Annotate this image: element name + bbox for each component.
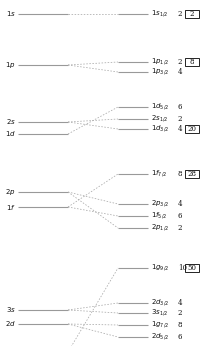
Text: 8: 8 <box>190 58 194 66</box>
Text: $2p_{\mathrm{3/2}}$: $2p_{\mathrm{3/2}}$ <box>151 199 169 209</box>
Text: 20: 20 <box>187 125 196 133</box>
Text: 2: 2 <box>190 10 194 18</box>
Text: 6: 6 <box>178 103 183 111</box>
Bar <box>185 264 199 272</box>
Text: $1p_{\mathrm{1/2}}$: $1p_{\mathrm{1/2}}$ <box>151 57 169 67</box>
Text: $1g_{\mathrm{7/2}}$: $1g_{\mathrm{7/2}}$ <box>151 320 169 330</box>
Text: $1f_{\mathrm{7/2}}$: $1f_{\mathrm{7/2}}$ <box>151 169 167 179</box>
Text: 8: 8 <box>178 321 183 329</box>
Bar <box>185 125 199 133</box>
Text: 2: 2 <box>178 10 183 18</box>
Text: $1g_{\mathrm{9/2}}$: $1g_{\mathrm{9/2}}$ <box>151 263 169 273</box>
Text: $3s$: $3s$ <box>6 306 16 315</box>
Text: $1d_{\mathrm{5/2}}$: $1d_{\mathrm{5/2}}$ <box>151 102 169 112</box>
Text: $2s$: $2s$ <box>6 118 16 127</box>
Text: 4: 4 <box>178 299 183 307</box>
Text: $1d_{\mathrm{3/2}}$: $1d_{\mathrm{3/2}}$ <box>151 124 169 134</box>
Text: 10: 10 <box>178 264 187 272</box>
Text: 2: 2 <box>178 115 183 123</box>
Text: 6: 6 <box>178 212 183 220</box>
Text: 50: 50 <box>187 264 196 272</box>
Text: $2d_{\mathrm{3/2}}$: $2d_{\mathrm{3/2}}$ <box>151 298 169 308</box>
Text: $1d$: $1d$ <box>5 129 16 138</box>
Text: $2d$: $2d$ <box>5 319 16 328</box>
Text: $1s$: $1s$ <box>6 9 16 18</box>
Text: $3s_{\mathrm{1/2}}$: $3s_{\mathrm{1/2}}$ <box>151 308 168 318</box>
Text: $1p_{\mathrm{3/2}}$: $1p_{\mathrm{3/2}}$ <box>151 67 169 77</box>
Text: 2: 2 <box>178 58 183 66</box>
Text: $2d_{\mathrm{5/2}}$: $2d_{\mathrm{5/2}}$ <box>151 332 169 342</box>
Bar <box>185 170 199 178</box>
Text: $1p$: $1p$ <box>6 60 16 70</box>
Bar <box>185 58 199 66</box>
Text: 2: 2 <box>178 224 183 232</box>
Text: 6: 6 <box>178 333 183 341</box>
Text: 4: 4 <box>178 125 183 133</box>
Text: $2p_{\mathrm{1/2}}$: $2p_{\mathrm{1/2}}$ <box>151 223 169 233</box>
Text: $2p$: $2p$ <box>6 187 16 197</box>
Text: $2s_{\mathrm{1/2}}$: $2s_{\mathrm{1/2}}$ <box>151 114 168 124</box>
Text: 4: 4 <box>178 68 183 76</box>
Bar <box>185 10 199 18</box>
Text: 28: 28 <box>187 170 196 178</box>
Text: 8: 8 <box>178 170 183 178</box>
Text: 4: 4 <box>178 200 183 208</box>
Text: $1f$: $1f$ <box>6 202 16 211</box>
Text: 2: 2 <box>178 309 183 317</box>
Text: $1f_{\mathrm{5/2}}$: $1f_{\mathrm{5/2}}$ <box>151 211 167 221</box>
Text: $1s_{\mathrm{1/2}}$: $1s_{\mathrm{1/2}}$ <box>151 9 168 19</box>
